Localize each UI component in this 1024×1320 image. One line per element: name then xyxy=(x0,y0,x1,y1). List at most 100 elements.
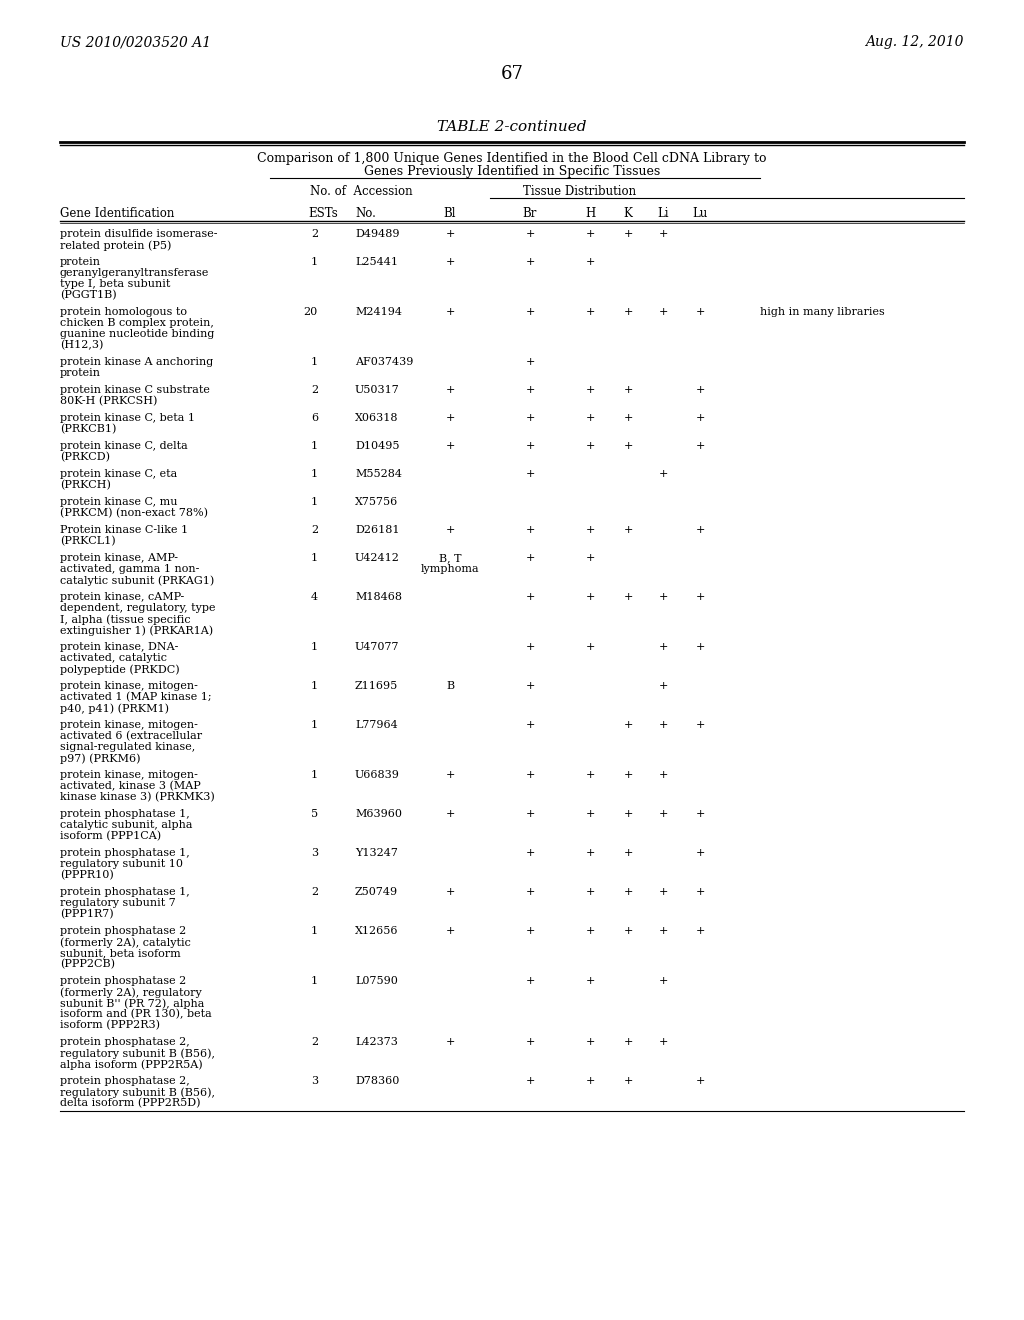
Text: 2: 2 xyxy=(311,1038,318,1047)
Text: 2: 2 xyxy=(311,525,318,535)
Text: 6: 6 xyxy=(311,413,318,422)
Text: alpha isoform (PPP2R5A): alpha isoform (PPP2R5A) xyxy=(60,1059,203,1069)
Text: Genes Previously Identified in Specific Tissues: Genes Previously Identified in Specific … xyxy=(364,165,660,178)
Text: +: + xyxy=(586,927,595,936)
Text: +: + xyxy=(525,927,535,936)
Text: +: + xyxy=(525,1076,535,1086)
Text: (formerly 2A), regulatory: (formerly 2A), regulatory xyxy=(60,987,202,998)
Text: related protein (P5): related protein (P5) xyxy=(60,240,171,251)
Text: protein disulfide isomerase-: protein disulfide isomerase- xyxy=(60,228,217,239)
Text: (formerly 2A), catalytic: (formerly 2A), catalytic xyxy=(60,937,190,948)
Text: +: + xyxy=(658,770,668,780)
Text: 2: 2 xyxy=(311,228,318,239)
Text: +: + xyxy=(624,308,633,317)
Text: B, T: B, T xyxy=(438,553,461,564)
Text: +: + xyxy=(658,591,668,602)
Text: U66839: U66839 xyxy=(355,770,400,780)
Text: +: + xyxy=(445,770,455,780)
Text: +: + xyxy=(445,385,455,395)
Text: (PPP1R7): (PPP1R7) xyxy=(60,909,114,919)
Text: ESTs: ESTs xyxy=(308,207,338,220)
Text: regulatory subunit B (B56),: regulatory subunit B (B56), xyxy=(60,1048,215,1059)
Text: +: + xyxy=(624,927,633,936)
Text: +: + xyxy=(586,1076,595,1086)
Text: +: + xyxy=(445,441,455,451)
Text: +: + xyxy=(525,719,535,730)
Text: X06318: X06318 xyxy=(355,413,398,422)
Text: regulatory subunit 10: regulatory subunit 10 xyxy=(60,859,183,869)
Text: L25441: L25441 xyxy=(355,257,398,267)
Text: +: + xyxy=(525,847,535,858)
Text: +: + xyxy=(525,809,535,818)
Text: regulatory subunit B (B56),: regulatory subunit B (B56), xyxy=(60,1086,215,1097)
Text: Lu: Lu xyxy=(692,207,708,220)
Text: subunit B'' (PR 72), alpha: subunit B'' (PR 72), alpha xyxy=(60,998,205,1008)
Text: +: + xyxy=(658,809,668,818)
Text: (PRKCM) (non-exact 78%): (PRKCM) (non-exact 78%) xyxy=(60,508,208,519)
Text: protein: protein xyxy=(60,257,101,267)
Text: +: + xyxy=(586,228,595,239)
Text: protein kinase, mitogen-: protein kinase, mitogen- xyxy=(60,719,198,730)
Text: +: + xyxy=(445,308,455,317)
Text: D26181: D26181 xyxy=(355,525,399,535)
Text: signal-regulated kinase,: signal-regulated kinase, xyxy=(60,742,196,752)
Text: +: + xyxy=(525,441,535,451)
Text: +: + xyxy=(525,257,535,267)
Text: extinguisher 1) (PRKAR1A): extinguisher 1) (PRKAR1A) xyxy=(60,624,213,635)
Text: +: + xyxy=(624,413,633,422)
Text: +: + xyxy=(624,385,633,395)
Text: L42373: L42373 xyxy=(355,1038,398,1047)
Text: 3: 3 xyxy=(311,847,318,858)
Text: protein kinase C, delta: protein kinase C, delta xyxy=(60,441,187,451)
Text: Bl: Bl xyxy=(443,207,457,220)
Text: +: + xyxy=(624,441,633,451)
Text: protein phosphatase 2: protein phosphatase 2 xyxy=(60,927,186,936)
Text: No.: No. xyxy=(355,207,376,220)
Text: +: + xyxy=(695,887,705,898)
Text: +: + xyxy=(445,525,455,535)
Text: subunit, beta isoform: subunit, beta isoform xyxy=(60,948,181,958)
Text: 4: 4 xyxy=(311,591,318,602)
Text: +: + xyxy=(586,257,595,267)
Text: delta isoform (PPP2R5D): delta isoform (PPP2R5D) xyxy=(60,1098,201,1109)
Text: +: + xyxy=(525,469,535,479)
Text: protein kinase, cAMP-: protein kinase, cAMP- xyxy=(60,591,184,602)
Text: Gene Identification: Gene Identification xyxy=(60,207,174,220)
Text: +: + xyxy=(624,1076,633,1086)
Text: polypeptide (PRKDC): polypeptide (PRKDC) xyxy=(60,664,179,675)
Text: US 2010/0203520 A1: US 2010/0203520 A1 xyxy=(60,36,211,49)
Text: protein kinase C substrate: protein kinase C substrate xyxy=(60,385,210,395)
Text: +: + xyxy=(624,1038,633,1047)
Text: +: + xyxy=(525,887,535,898)
Text: +: + xyxy=(695,385,705,395)
Text: +: + xyxy=(586,525,595,535)
Text: +: + xyxy=(586,441,595,451)
Text: protein kinase, DNA-: protein kinase, DNA- xyxy=(60,642,178,652)
Text: +: + xyxy=(695,847,705,858)
Text: protein phosphatase 1,: protein phosphatase 1, xyxy=(60,847,189,858)
Text: No. of  Accession: No. of Accession xyxy=(310,185,413,198)
Text: +: + xyxy=(695,1076,705,1086)
Text: (PRKCL1): (PRKCL1) xyxy=(60,536,116,546)
Text: 1: 1 xyxy=(311,441,318,451)
Text: +: + xyxy=(624,809,633,818)
Text: +: + xyxy=(525,385,535,395)
Text: kinase kinase 3) (PRKMK3): kinase kinase 3) (PRKMK3) xyxy=(60,792,215,803)
Text: +: + xyxy=(525,525,535,535)
Text: +: + xyxy=(525,413,535,422)
Text: (PGGT1B): (PGGT1B) xyxy=(60,290,117,301)
Text: +: + xyxy=(525,1038,535,1047)
Text: 2: 2 xyxy=(311,887,318,898)
Text: +: + xyxy=(658,927,668,936)
Text: 1: 1 xyxy=(311,975,318,986)
Text: Y13247: Y13247 xyxy=(355,847,398,858)
Text: +: + xyxy=(658,887,668,898)
Text: activated, kinase 3 (MAP: activated, kinase 3 (MAP xyxy=(60,781,201,792)
Text: +: + xyxy=(624,525,633,535)
Text: 20: 20 xyxy=(304,308,318,317)
Text: L07590: L07590 xyxy=(355,975,398,986)
Text: +: + xyxy=(586,413,595,422)
Text: U50317: U50317 xyxy=(355,385,399,395)
Text: protein kinase A anchoring: protein kinase A anchoring xyxy=(60,356,213,367)
Text: +: + xyxy=(525,681,535,690)
